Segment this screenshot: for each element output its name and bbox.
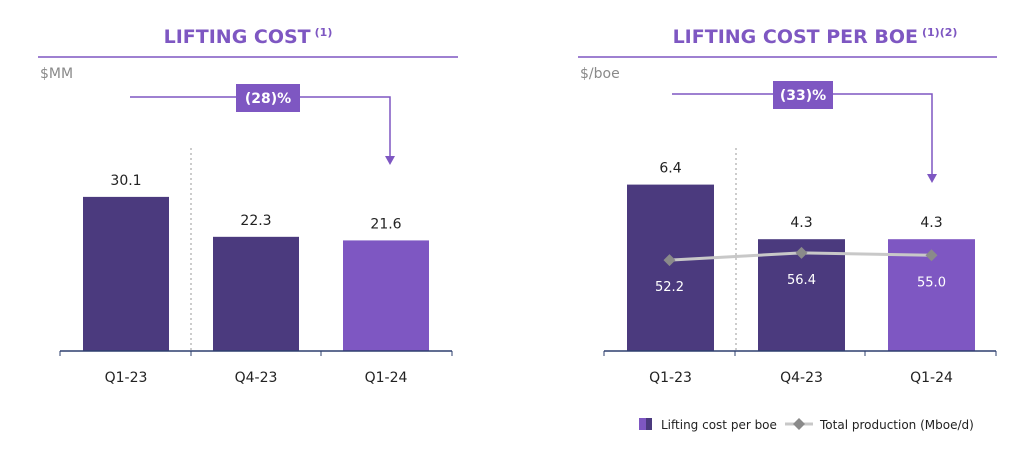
chart2-arrowhead-icon <box>927 174 937 183</box>
chart2-production-label: 55.0 <box>917 275 946 290</box>
chart2-category-label: Q1-24 <box>910 370 953 386</box>
legend-bar-swatch-icon-dark <box>646 418 652 430</box>
chart2-production-label: 52.2 <box>655 280 684 295</box>
chart2-value-label: 6.4 <box>659 161 681 177</box>
chart1-category-label: Q4-23 <box>235 370 278 386</box>
chart2-change-badge <box>773 81 833 109</box>
legend-diamond-icon <box>793 418 805 430</box>
chart1-bar-Q4-23 <box>213 236 299 351</box>
chart2-production-label: 56.4 <box>787 273 816 288</box>
chart1-value-label: 22.3 <box>240 213 271 229</box>
chart2-change-badge-label: (33)% <box>780 88 826 104</box>
chart2-change-arrow <box>672 93 933 175</box>
chart1-change-badge <box>236 84 300 112</box>
chart2-production-marker <box>663 254 676 267</box>
chart1-category-label: Q1-23 <box>105 370 148 386</box>
chart2-title: LIFTING COST PER BOE (1)(2) <box>673 26 958 48</box>
chart1-title: LIFTING COST (1) <box>164 26 333 48</box>
chart1-unit-label: $MM <box>40 66 73 82</box>
chart1-bar-Q1-24 <box>343 240 429 351</box>
chart2-unit-label: $/boe <box>580 66 620 82</box>
chart2-bar-Q1-23 <box>627 184 714 351</box>
chart2-production-marker <box>925 249 938 262</box>
chart1-change-badge-label: (28)% <box>245 91 291 107</box>
chart1-value-label: 21.6 <box>370 216 401 232</box>
chart2-value-label: 4.3 <box>790 215 812 231</box>
chart2-category-label: Q1-23 <box>649 370 692 386</box>
chart1-change-arrow <box>130 96 391 157</box>
chart2-category-label: Q4-23 <box>780 370 823 386</box>
chart1-arrowhead-icon <box>385 156 395 165</box>
chart1-category-label: Q1-24 <box>365 370 408 386</box>
chart2-production-marker <box>795 246 808 259</box>
chart1-bar-Q1-23 <box>83 196 169 351</box>
legend-bar-swatch-icon <box>639 418 646 430</box>
chart2-value-label: 4.3 <box>920 215 942 231</box>
legend-label-lifting-cost: Lifting cost per boe <box>661 418 777 432</box>
legend-label-production: Total production (Mboe/d) <box>819 418 974 432</box>
chart1-value-label: 30.1 <box>110 173 141 189</box>
